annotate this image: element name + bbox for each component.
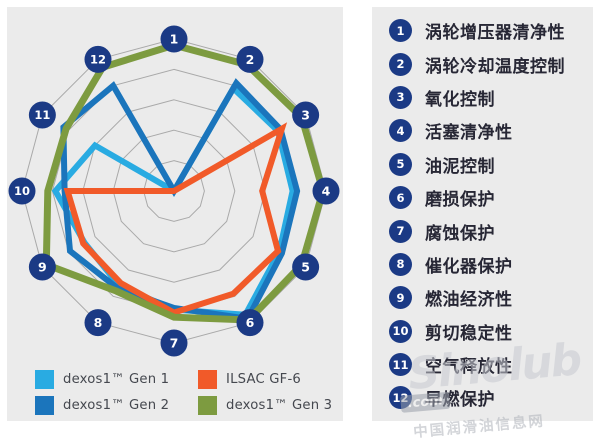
- axis-badge-2: [236, 45, 264, 73]
- axis-badge-number: 3: [301, 108, 310, 123]
- chart-legend: dexos1™ Gen 1 ILSAC GF-6 dexos1™ Gen 2 d…: [35, 370, 332, 415]
- gen3-label: dexos1™ Gen 3: [226, 398, 333, 413]
- legend-item-gen1: dexos1™ Gen 1: [35, 370, 198, 389]
- axis-badge-9: [28, 253, 56, 281]
- axis-badge-4: [312, 177, 340, 205]
- item-number-badge: 5: [389, 152, 412, 176]
- axis-badge-number: 4: [322, 184, 331, 199]
- series-polygon-3: [63, 122, 288, 316]
- gen2-label: dexos1™ Gen 2: [63, 398, 170, 413]
- item-number-badge: 2: [389, 52, 412, 76]
- item-label: 油泥控制: [425, 156, 495, 177]
- item-number-badge: 11: [389, 353, 412, 377]
- criteria-item-1: 1 涡轮增压器清净性: [389, 14, 593, 47]
- axis-badge-number: 7: [170, 336, 179, 351]
- legend-item-gf6: ILSAC GF-6: [198, 370, 332, 389]
- item-label: 燃油经济性: [425, 290, 513, 311]
- gen3-swatch: [198, 396, 217, 415]
- criteria-panel: 1 涡轮增压器清净性 2 涡轮冷却温度控制 3 氧化控制 4 活塞清净性 5 油…: [372, 7, 593, 441]
- axis-badge-number: 2: [246, 52, 255, 67]
- item-label: 剪切稳定性: [425, 323, 513, 344]
- axis-badge-number: 8: [94, 315, 103, 330]
- axis-badge-8: [84, 309, 112, 337]
- legend-item-gen3: dexos1™ Gen 3: [198, 396, 332, 415]
- criteria-item-3: 3 氧化控制: [389, 81, 593, 114]
- axis-badge-number: 10: [14, 184, 30, 198]
- item-number-badge: 12: [389, 386, 412, 410]
- axis-badge-11: [28, 101, 56, 129]
- gen1-swatch: [35, 370, 54, 389]
- criteria-item-9: 9 燃油经济性: [389, 281, 593, 314]
- gf6-swatch: [198, 370, 217, 389]
- axis-badge-1: [160, 25, 188, 53]
- item-label: 涡轮冷却温度控制: [425, 56, 565, 77]
- gf6-label: ILSAC GF-6: [226, 372, 301, 387]
- axis-badge-number: 6: [246, 315, 255, 330]
- criteria-item-11: 11 空气释放性: [389, 348, 593, 381]
- axis-badge-3: [292, 101, 320, 129]
- axis-badge-10: [8, 177, 36, 205]
- criteria-item-8: 8 催化器保护: [389, 248, 593, 281]
- item-number-badge: 9: [389, 286, 412, 310]
- gen1-label: dexos1™ Gen 1: [63, 372, 170, 387]
- criteria-list: 1 涡轮增压器清净性 2 涡轮冷却温度控制 3 氧化控制 4 活塞清净性 5 油…: [389, 14, 593, 415]
- item-number-badge: 8: [389, 252, 412, 276]
- item-label: 腐蚀保护: [425, 223, 495, 244]
- legend-item-gen2: dexos1™ Gen 2: [35, 396, 198, 415]
- axis-badge-number: 5: [301, 260, 310, 275]
- radar-chart-panel: 1 2 3 4 5 6 7 8 9 10 11 12 dexos1™ Gen 1 ILSAC GF-6…: [7, 7, 343, 421]
- item-number-badge: 7: [389, 219, 412, 243]
- item-number-badge: 1: [389, 19, 412, 43]
- item-number-badge: 4: [389, 119, 412, 143]
- criteria-item-4: 4 活塞清净性: [389, 114, 593, 147]
- criteria-item-7: 7 腐蚀保护: [389, 214, 593, 247]
- axis-badge-number: 1: [170, 32, 179, 47]
- criteria-item-2: 2 涡轮冷却温度控制: [389, 47, 593, 80]
- item-number-badge: 10: [389, 319, 412, 343]
- item-label: 涡轮增压器清净性: [425, 23, 565, 44]
- axis-badge-number: 11: [34, 108, 50, 122]
- axis-badge-number: 9: [38, 260, 47, 275]
- criteria-item-12: 12 早燃保护: [389, 381, 593, 414]
- axis-badge-6: [236, 309, 264, 337]
- item-number-badge: 6: [389, 186, 412, 210]
- criteria-item-10: 10 剪切稳定性: [389, 315, 593, 348]
- item-label: 氧化控制: [425, 89, 495, 110]
- item-label: 活塞清净性: [425, 123, 513, 144]
- axis-badge-12: [84, 45, 112, 73]
- gen2-swatch: [35, 396, 54, 415]
- axis-badge-number: 12: [90, 53, 106, 67]
- item-label: 早燃保护: [425, 390, 495, 411]
- axis-badge-7: [160, 329, 188, 357]
- criteria-item-6: 6 磨损保护: [389, 181, 593, 214]
- item-label: 磨损保护: [425, 190, 495, 211]
- item-number-badge: 3: [389, 85, 412, 109]
- item-label: 催化器保护: [425, 256, 513, 277]
- item-label: 空气释放性: [425, 357, 513, 378]
- criteria-item-5: 5 油泥控制: [389, 148, 593, 181]
- axis-badge-5: [292, 253, 320, 281]
